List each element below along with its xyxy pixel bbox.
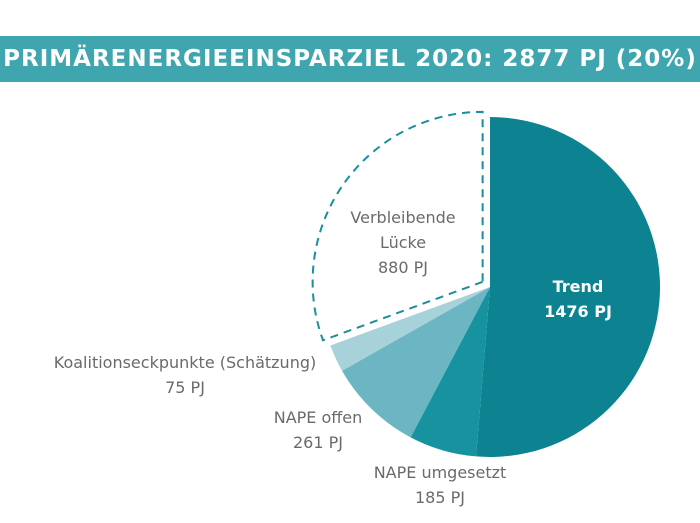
slice-label: Koalitionseckpunkte (Schätzung) 75 PJ (35, 350, 335, 400)
category-label: Trend (552, 277, 604, 296)
slice-label: Verbleibende Lücke 880 PJ (348, 205, 458, 280)
pie-slice (476, 117, 661, 457)
slice-label: Trend 1476 PJ (518, 274, 638, 324)
pie-slice (330, 287, 490, 371)
pie-slice (311, 110, 484, 342)
value-label: 261 PJ (293, 433, 343, 452)
value-label: 880 PJ (378, 258, 428, 277)
category-label: NAPE umgesetzt (373, 463, 507, 482)
category-label: Koalitionseckpunkte (Schätzung) (53, 353, 317, 372)
category-label: Verbleibende Lücke (350, 208, 456, 252)
value-label: 75 PJ (165, 378, 205, 397)
slice-label: NAPE offen 261 PJ (248, 405, 388, 455)
slice-label: NAPE umgesetzt 185 PJ (350, 460, 530, 510)
pie-slice (342, 287, 490, 438)
category-label: NAPE offen (273, 408, 363, 427)
value-label: 185 PJ (415, 488, 465, 507)
pie-slice (410, 287, 490, 457)
chart-title: PRIMÄRENERGIEEINSPARZIEL 2020: 2877 PJ (… (0, 36, 700, 82)
value-label: 1476 PJ (544, 302, 612, 321)
